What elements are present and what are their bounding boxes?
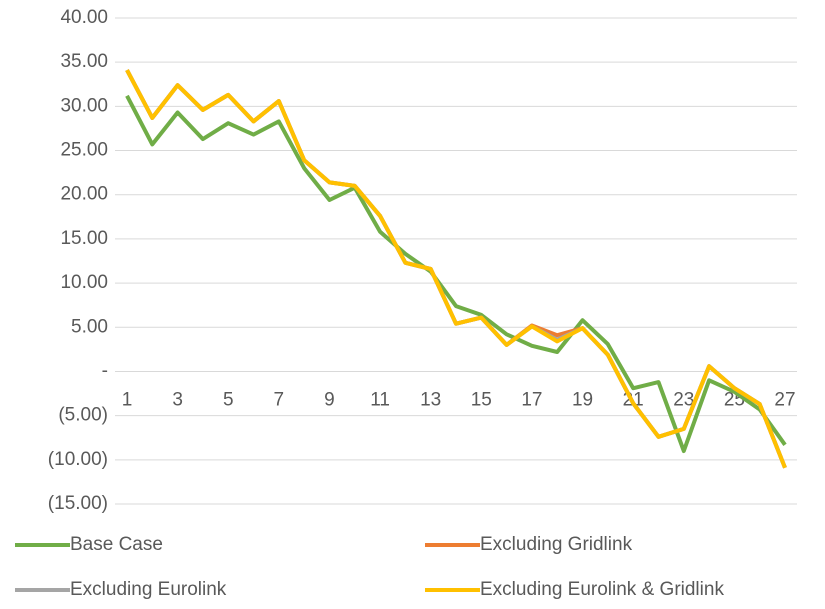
y-tick-label: 5.00 (71, 316, 108, 337)
x-tick-label: 3 (172, 389, 183, 410)
y-tick-label: (15.00) (48, 493, 108, 514)
x-tick-label: 15 (471, 389, 492, 410)
y-tick-label: 40.00 (60, 7, 108, 28)
series-line (125, 94, 787, 453)
series-line (125, 69, 787, 469)
y-tick-label: 15.00 (60, 228, 108, 249)
x-tick-label: 27 (774, 389, 795, 410)
x-tick-label: 9 (324, 389, 335, 410)
y-tick-label: - (102, 360, 108, 381)
legend-label: Excluding Gridlink (480, 534, 633, 555)
x-tick-label: 13 (420, 389, 441, 410)
x-tick-label: 5 (223, 389, 234, 410)
x-tick-label: 19 (572, 389, 593, 410)
x-tick-label: 11 (370, 389, 390, 410)
y-tick-label: 20.00 (60, 184, 108, 205)
legend-label: Base Case (70, 534, 163, 555)
legend-label: Excluding Eurolink (70, 579, 227, 600)
y-tick-label: 35.00 (60, 51, 108, 72)
y-tick-label: (5.00) (58, 405, 108, 426)
legend-label: Excluding Eurolink & Gridlink (480, 579, 724, 600)
x-tick-label: 7 (274, 389, 285, 410)
x-tick-label: 1 (122, 389, 133, 410)
y-tick-label: 10.00 (60, 272, 108, 293)
y-tick-label: 30.00 (60, 95, 108, 116)
y-tick-label: 25.00 (60, 140, 108, 161)
x-tick-label: 23 (673, 389, 694, 410)
x-tick-label: 17 (521, 389, 542, 410)
y-tick-label: (10.00) (48, 449, 108, 470)
